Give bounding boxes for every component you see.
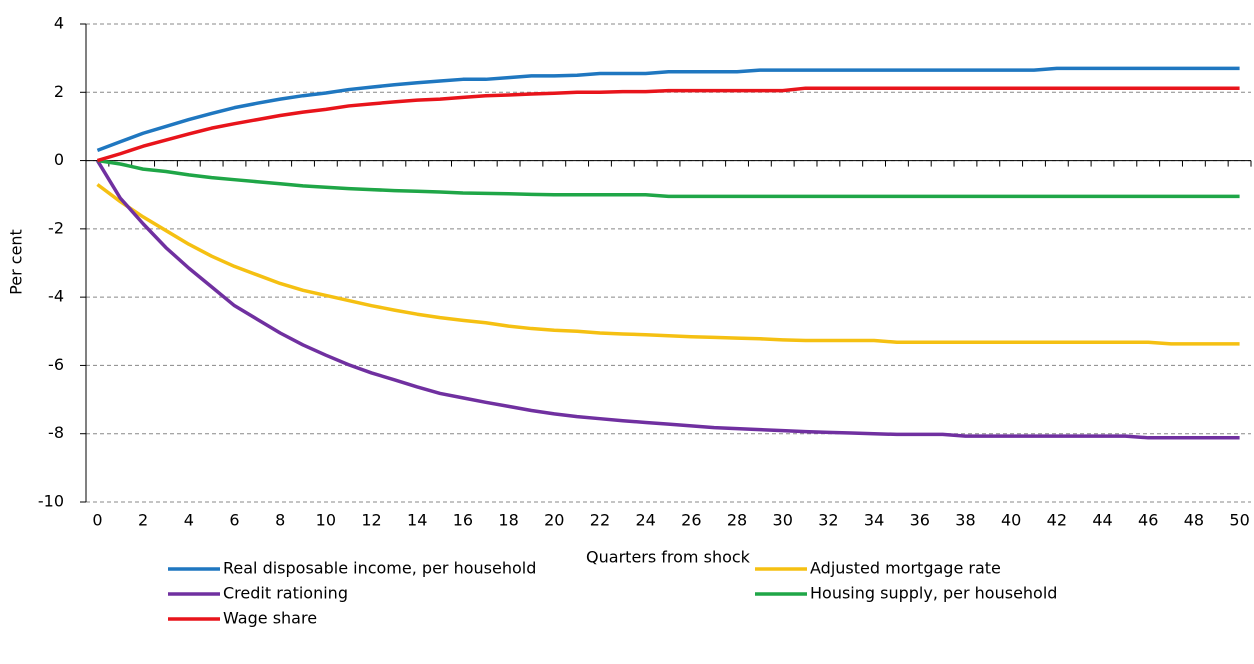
x-tick-label: 32: [818, 511, 838, 530]
legend-label: Wage share: [223, 609, 317, 628]
x-tick-label: 20: [544, 511, 564, 530]
x-tick-label: 34: [864, 511, 884, 530]
x-tick-label: 2: [138, 511, 148, 530]
x-tick-label: 18: [498, 511, 518, 530]
x-axis-label: Quarters from shock: [586, 548, 751, 567]
x-tick-label: 26: [681, 511, 701, 530]
x-tick-label: 38: [955, 511, 975, 530]
y-tick-label: 0: [54, 150, 64, 169]
x-tick-label: 0: [92, 511, 102, 530]
x-tick-label: 10: [316, 511, 336, 530]
series-line: [95, 159, 1240, 440]
legend-label: Housing supply, per household: [810, 584, 1057, 603]
x-tick-label: 12: [361, 511, 381, 530]
x-tick-label: 14: [407, 511, 427, 530]
y-axis-label: Per cent: [7, 229, 26, 295]
series-line: [96, 66, 1240, 152]
x-tick-label: 30: [773, 511, 793, 530]
x-tick-label: 44: [1092, 511, 1112, 530]
x-tick-label: 22: [590, 511, 610, 530]
y-tick-label: -2: [48, 218, 64, 237]
x-tick-label: 46: [1138, 511, 1158, 530]
y-tick-label: -8: [48, 423, 64, 442]
legend-label: Adjusted mortgage rate: [810, 559, 1001, 578]
x-tick-label: 50: [1229, 511, 1249, 530]
series-line: [97, 158, 1240, 199]
series-line: [96, 86, 1240, 163]
y-tick-label: -4: [48, 287, 64, 306]
y-tick-label: 4: [54, 14, 64, 33]
x-tick-label: 24: [635, 511, 655, 530]
x-tick-label: 28: [727, 511, 747, 530]
x-tick-label: 8: [275, 511, 285, 530]
x-tick-label: 48: [1184, 511, 1204, 530]
x-tick-label: 40: [1001, 511, 1021, 530]
x-tick-label: 6: [229, 511, 239, 530]
x-tick-label: 36: [910, 511, 930, 530]
y-tick-label: 2: [54, 82, 64, 101]
series-line: [96, 183, 1240, 346]
y-tick-label: -10: [38, 492, 64, 511]
x-tick-label: 16: [453, 511, 473, 530]
legend-label: Credit rationing: [223, 584, 348, 603]
x-tick-label: 42: [1047, 511, 1067, 530]
x-tick-label: 4: [184, 511, 194, 530]
y-tick-label: -6: [48, 355, 64, 374]
legend-label: Real disposable income, per household: [223, 559, 536, 578]
